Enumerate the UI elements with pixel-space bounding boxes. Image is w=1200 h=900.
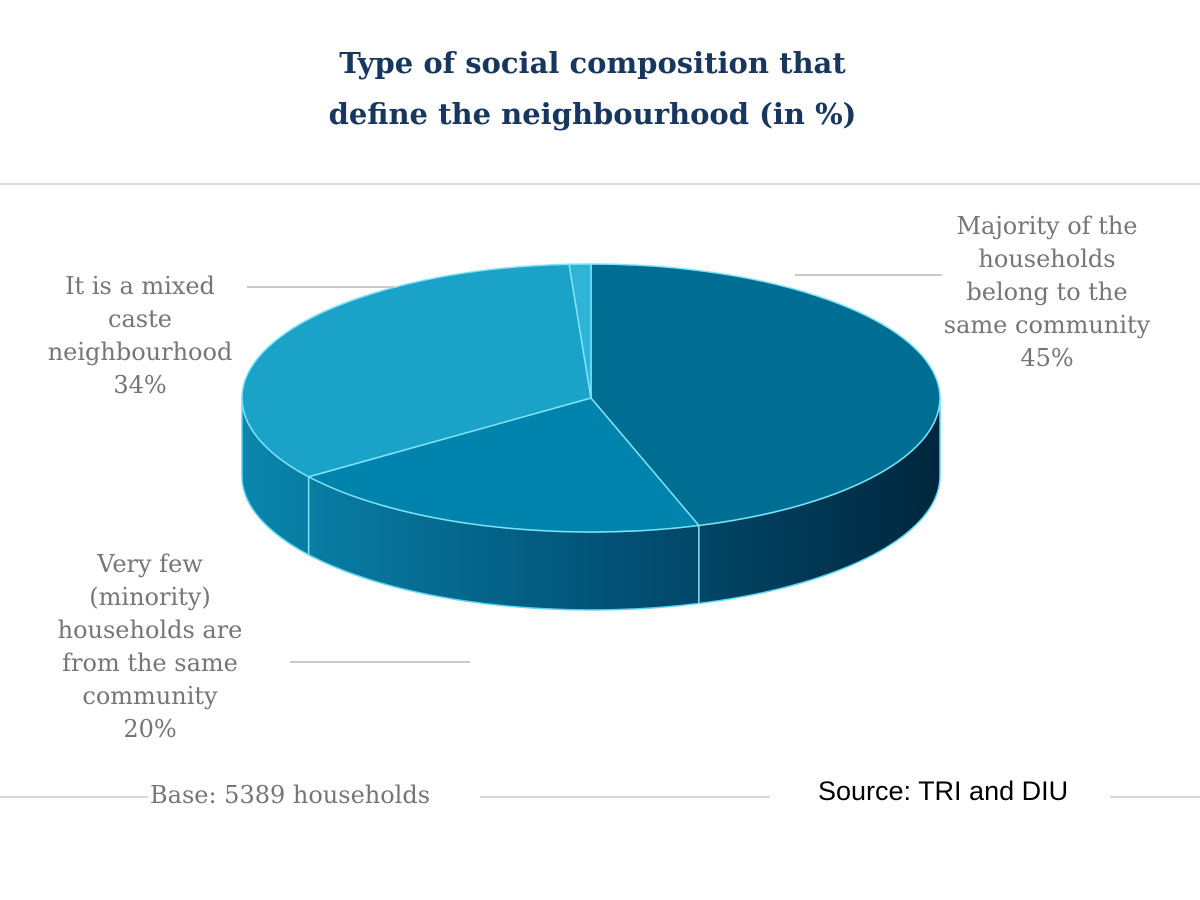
slice-label-mixed-line-2: caste xyxy=(108,305,172,333)
slice-label-mixed-line-1: It is a mixed xyxy=(65,272,215,300)
slice-label-majority-line-2: households xyxy=(978,245,1116,273)
leader-lines xyxy=(247,274,942,663)
footer-divider-middle xyxy=(480,796,770,798)
slice-value-majority: 45% xyxy=(1020,344,1074,372)
chart-title-line-1: Type of social composition that xyxy=(339,46,846,80)
pie-slice-other xyxy=(568,263,592,399)
source-note: Source: TRI and DIU xyxy=(818,776,1069,806)
pie-slice-mixed xyxy=(241,263,592,478)
pie-slice-majority xyxy=(590,263,941,527)
slice-value-minority: 20% xyxy=(123,715,177,743)
slice-label-minority-line-4: from the same xyxy=(62,649,238,677)
slice-value-mixed: 34% xyxy=(113,371,167,399)
base-note: Base: 5389 households xyxy=(150,781,431,809)
header-divider xyxy=(0,183,1200,185)
slice-label-majority-line-1: Majority of the xyxy=(956,212,1138,240)
slice-label-majority-line-4: same community xyxy=(943,311,1151,339)
pie-top-layer xyxy=(241,263,941,533)
footer-divider-left xyxy=(0,796,148,798)
pie-slice-minority xyxy=(307,397,700,533)
chart-title: Type of social composition that define t… xyxy=(0,38,1185,140)
slice-label-mixed-line-3: neighbourhood xyxy=(47,338,233,366)
slice-label-majority: Majority of the households belong to the… xyxy=(922,210,1172,375)
footer-divider-right xyxy=(1110,796,1200,798)
slice-label-minority: Very few (minority) households are from … xyxy=(30,548,270,746)
slice-label-minority-line-5: community xyxy=(82,682,218,710)
slice-label-minority-line-3: households are xyxy=(57,616,243,644)
chart-title-line-2: define the neighbourhood (in %) xyxy=(328,97,857,131)
slice-label-minority-line-1: Very few xyxy=(97,550,203,578)
slice-label-mixed: It is a mixed caste neighbourhood 34% xyxy=(20,270,260,402)
slice-label-minority-line-2: (minority) xyxy=(89,583,211,611)
slice-label-majority-line-3: belong to the xyxy=(966,278,1128,306)
